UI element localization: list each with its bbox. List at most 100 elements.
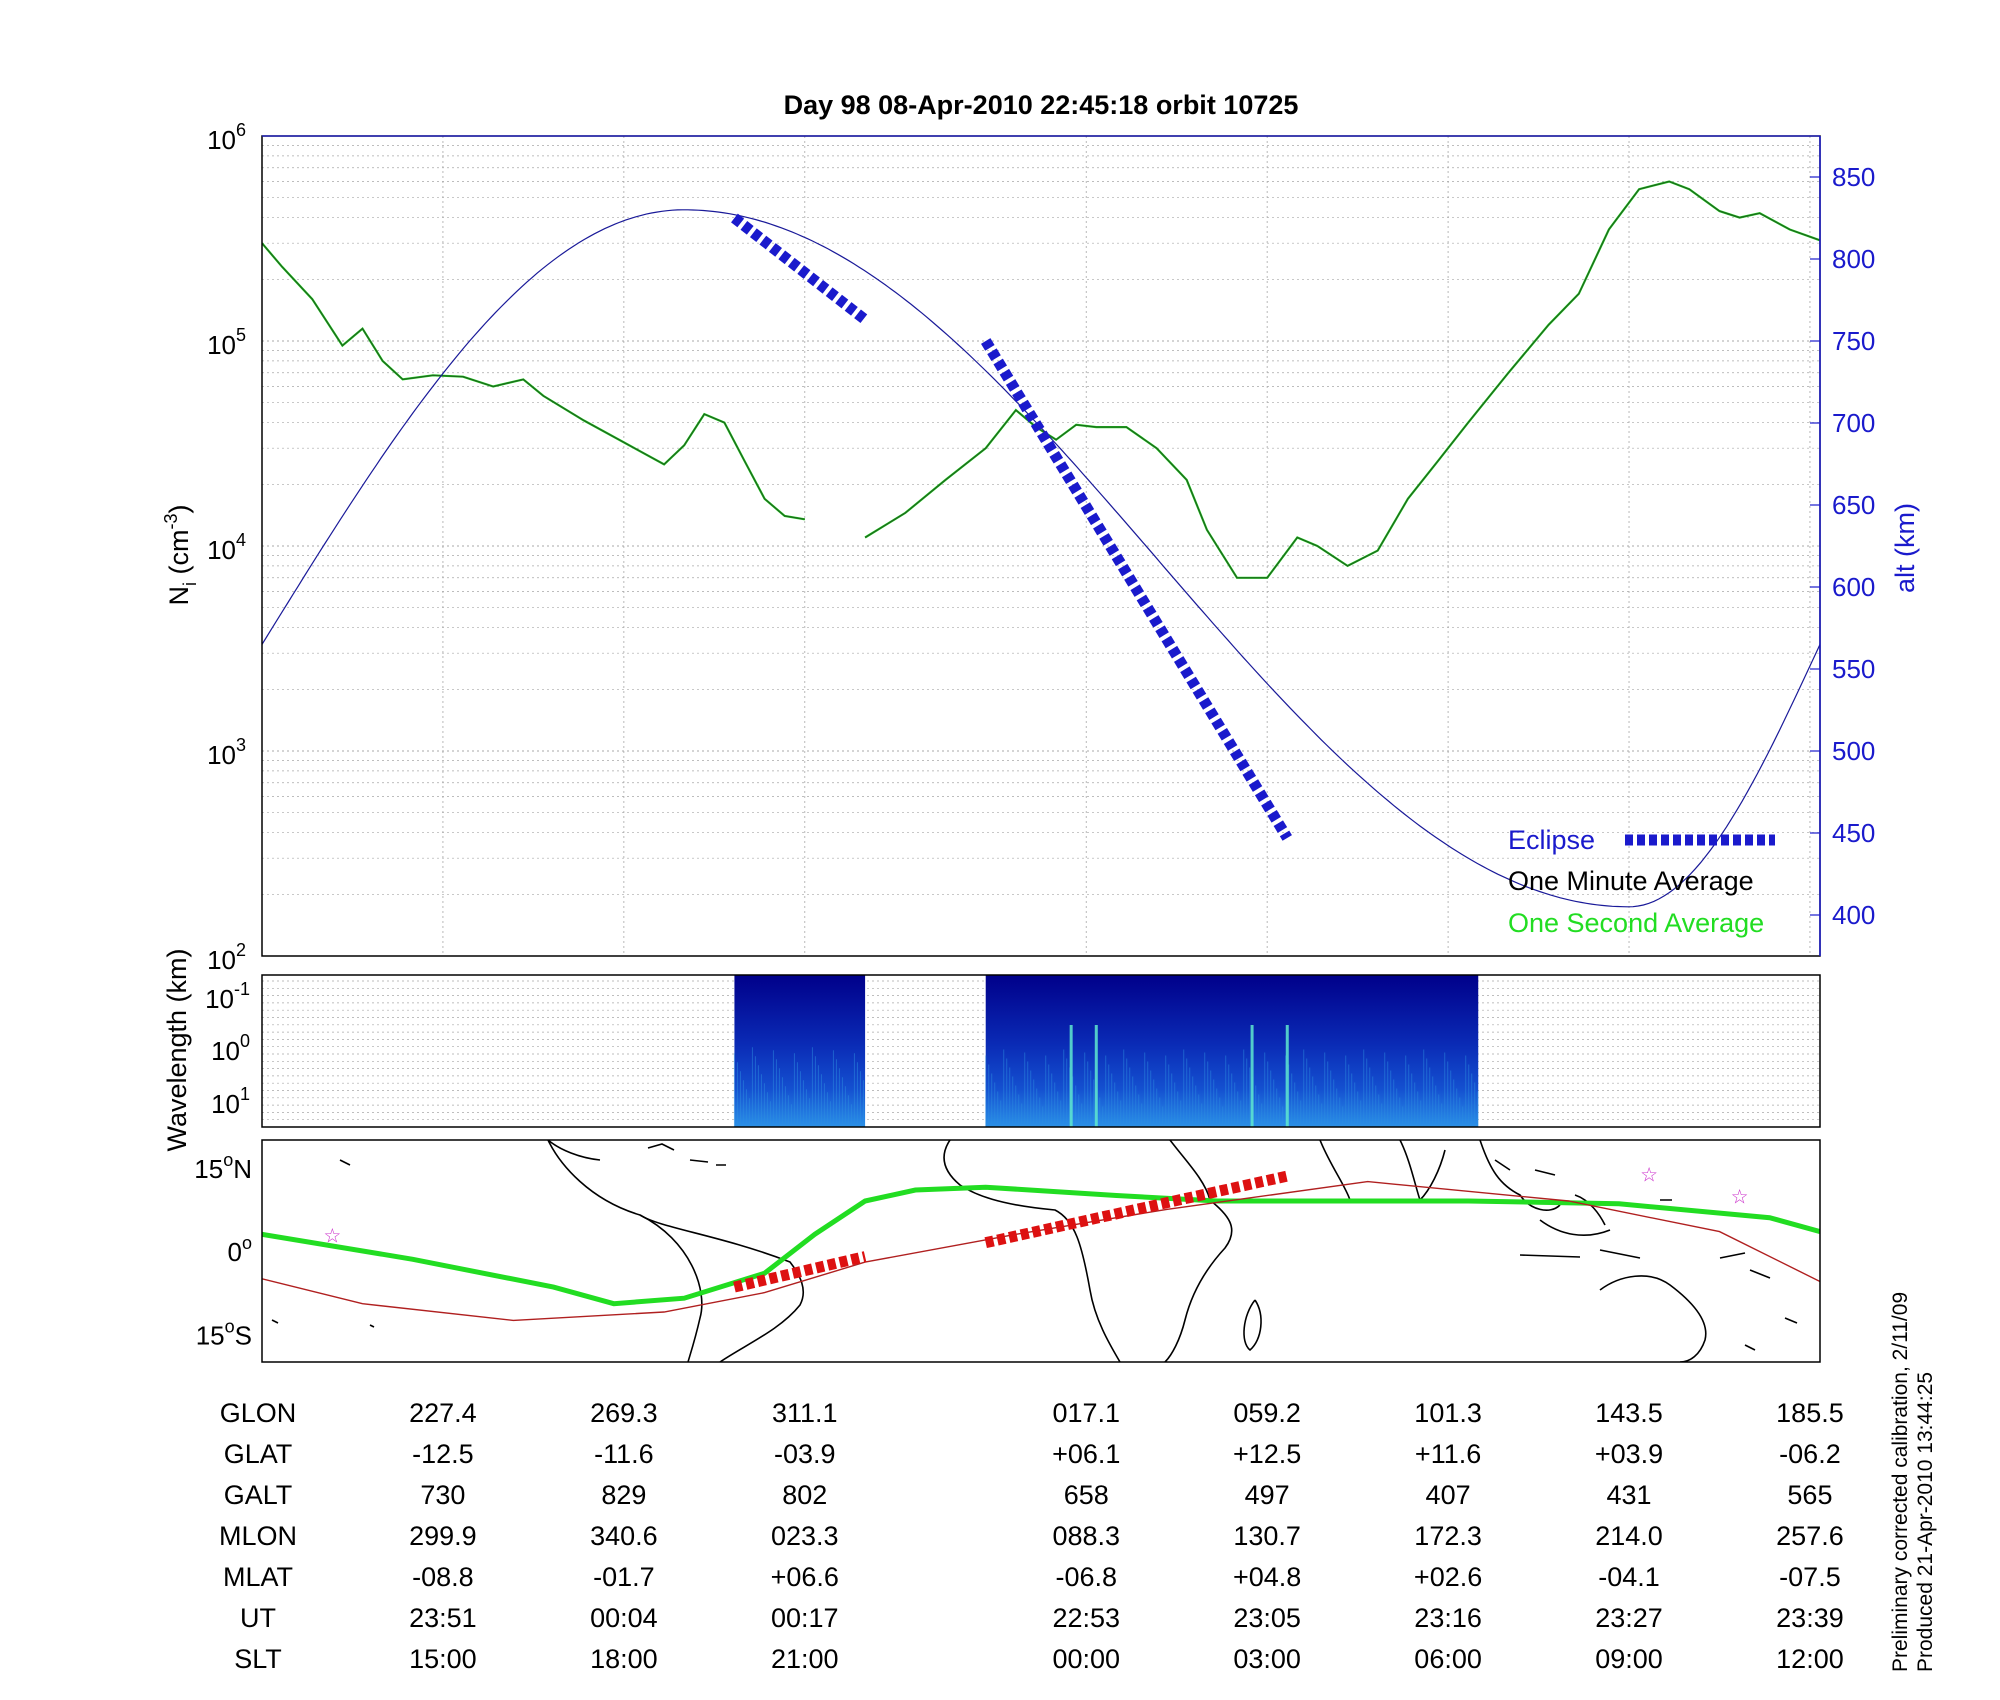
spectrogram-tick-label: 10-1 [205, 979, 250, 1014]
table-cell: 227.4 [409, 1398, 477, 1428]
left-tick-labels: 102 103 104 105 106 [207, 120, 246, 975]
map-star-icon: ☆ [323, 1223, 341, 1247]
main-series [262, 180, 1820, 908]
spectrogram-block [734, 975, 866, 1127]
table-cell: 172.3 [1414, 1521, 1482, 1551]
table-cell: +06.1 [1052, 1439, 1120, 1469]
table-cell: 23:51 [409, 1603, 477, 1633]
right-tick-label: 750 [1832, 326, 1875, 356]
footnote-calibration: Preliminary corrected calibration, 2/11/… [1889, 1292, 1912, 1672]
left-tick-label: 102 [207, 940, 246, 975]
legend-eclipse: Eclipse [1508, 825, 1595, 855]
table-cell: -04.1 [1598, 1562, 1660, 1592]
map-eclipse-track [984, 1170, 1289, 1249]
right-tick-label: 650 [1832, 490, 1875, 520]
spectrogram-tick-labels: 10-1 100 101 [205, 979, 250, 1119]
table-cell: 23:05 [1233, 1603, 1301, 1633]
table-row-label: MLAT [223, 1562, 293, 1592]
spectrogram-frame [261, 974, 1821, 1128]
table-cell: 03:00 [1233, 1644, 1301, 1674]
right-tick-labels: 400 450 500 550 600 650 700 750 800 850 [1810, 162, 1875, 930]
map-orbit-track [262, 1180, 1820, 1322]
table-cell: 00:04 [590, 1603, 658, 1633]
map-star-icon: ☆ [1640, 1162, 1658, 1186]
table-cell: -11.6 [594, 1439, 654, 1469]
table-cell: 23:16 [1414, 1603, 1482, 1633]
table-cell: 565 [1787, 1480, 1832, 1510]
table-cell: 829 [601, 1480, 646, 1510]
table-cell: 101.3 [1414, 1398, 1482, 1428]
orbit-table: GLON 227.4 269.3 311.1 017.1 059.2 101.3 143.5 1… [219, 1398, 1844, 1674]
table-row-label: GLAT [224, 1439, 293, 1469]
table-cell: 311.1 [772, 1398, 838, 1428]
table-row-label: SLT [234, 1644, 282, 1674]
main-grid [262, 136, 1820, 957]
y-axis-label-right: alt (km) [1890, 503, 1920, 593]
table-cell: 00:00 [1052, 1644, 1120, 1674]
table-cell: 730 [420, 1480, 465, 1510]
spectrogram-tick-label: 101 [211, 1084, 250, 1119]
table-cell: 18:00 [590, 1644, 658, 1674]
table-cell: 269.3 [590, 1398, 658, 1428]
table-cell: 214.0 [1595, 1521, 1663, 1551]
right-tick-label: 450 [1832, 818, 1875, 848]
table-cell: +12.5 [1233, 1439, 1301, 1469]
series-one-minute [262, 242, 805, 520]
table-cell: +03.9 [1595, 1439, 1663, 1469]
table-cell: 257.6 [1776, 1521, 1844, 1551]
y-axis-label-left: Ni (cm-3) [161, 505, 200, 606]
table-cell: +04.8 [1233, 1562, 1301, 1592]
spectrogram-tick-label: 100 [211, 1031, 250, 1066]
table-row-label: MLON [219, 1521, 297, 1551]
table-cell: 130.7 [1233, 1521, 1301, 1551]
series-one-second [864, 180, 1820, 579]
right-tick-label: 600 [1832, 572, 1875, 602]
series-eclipse [731, 213, 869, 325]
table-cell: -12.5 [412, 1439, 474, 1469]
table-cell: 658 [1064, 1480, 1109, 1510]
table-cell: -03.9 [774, 1439, 836, 1469]
table-cell: 09:00 [1595, 1644, 1663, 1674]
table-cell: 12:00 [1776, 1644, 1844, 1674]
right-tick-label: 400 [1832, 900, 1875, 930]
table-cell: 431 [1606, 1480, 1651, 1510]
right-tick-label: 500 [1832, 736, 1875, 766]
table-cell: -08.8 [412, 1562, 474, 1592]
chart-title: Day 98 08-Apr-2010 22:45:18 orbit 10725 [784, 90, 1299, 120]
table-cell: +06.6 [771, 1562, 839, 1592]
map-tick-labels: 15oN 0o 15oS [194, 1150, 252, 1351]
table-row-label: GLON [220, 1398, 297, 1428]
table-cell: 017.1 [1052, 1398, 1120, 1428]
map-tick-label: 15oN [194, 1150, 252, 1184]
table-cell: 143.5 [1595, 1398, 1663, 1428]
map-panel: ☆ ☆ ☆ 15oN 0o 15oS [194, 1139, 1821, 1363]
main-panel: 102 103 104 105 106 400 450 500 550 600 650 700 750… [161, 120, 1920, 975]
table-cell: 15:00 [409, 1644, 477, 1674]
table-cell: 023.3 [771, 1521, 839, 1551]
map-eclipse-track [733, 1251, 867, 1293]
table-cell: 497 [1245, 1480, 1290, 1510]
legend-one-second: One Second Average [1508, 908, 1764, 938]
map-magnetic-equator [262, 1184, 1820, 1307]
table-cell: 407 [1426, 1480, 1471, 1510]
table-cell: 00:17 [771, 1603, 839, 1633]
map-tick-label: 0o [228, 1233, 252, 1267]
table-cell: +02.6 [1414, 1562, 1482, 1592]
table-cell: 23:27 [1595, 1603, 1663, 1633]
map-star-icon: ☆ [1731, 1185, 1749, 1209]
table-cell: 340.6 [590, 1521, 658, 1551]
map-tick-label: 15oS [196, 1316, 252, 1350]
footnote-produced: Produced 21-Apr-2010 13:44:25 [1914, 1372, 1937, 1672]
coastlines [271, 1140, 1798, 1362]
table-cell: 059.2 [1233, 1398, 1301, 1428]
table-cell: -06.2 [1779, 1439, 1841, 1469]
legend: Eclipse One Minute Average One Second Av… [1508, 825, 1775, 938]
spectrogram-ylabel: Wavelength (km) [162, 948, 192, 1151]
table-cell: -01.7 [593, 1562, 655, 1592]
right-tick-label: 550 [1832, 654, 1875, 684]
table-row-label: UT [240, 1603, 276, 1633]
map-tracks: ☆ ☆ ☆ [262, 1162, 1820, 1322]
table-cell: 802 [782, 1480, 827, 1510]
table-cell: -07.5 [1779, 1562, 1841, 1592]
